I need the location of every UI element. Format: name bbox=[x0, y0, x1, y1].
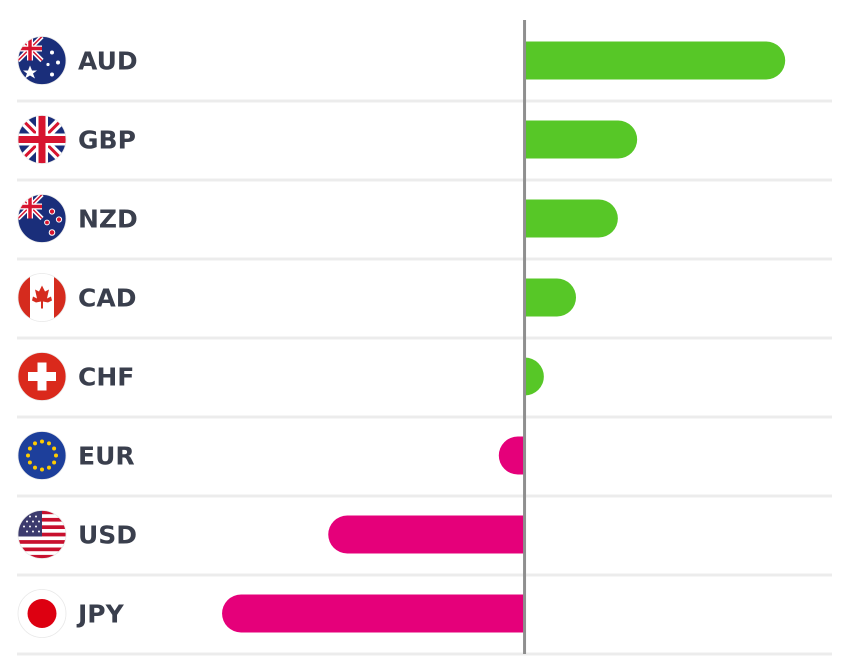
currency-label: AUD bbox=[78, 47, 138, 76]
row-separator bbox=[17, 652, 832, 656]
currency-label: EUR bbox=[78, 442, 135, 471]
bar-cad bbox=[524, 278, 577, 317]
bar-chf bbox=[524, 357, 544, 396]
bar-gbp bbox=[524, 120, 638, 159]
united-states-flag-icon bbox=[17, 510, 67, 559]
currency-label: GBP bbox=[78, 126, 136, 155]
row-separator bbox=[17, 573, 832, 577]
currency-rows: AUD GBP NZD CAD CHF EUR USD JPY bbox=[17, 36, 786, 638]
bar-usd bbox=[328, 515, 525, 554]
japan-flag-icon bbox=[17, 589, 67, 638]
row-separator bbox=[17, 415, 832, 419]
currency-label: CAD bbox=[78, 284, 136, 313]
row-separator bbox=[17, 257, 832, 261]
currency-label: CHF bbox=[78, 363, 134, 392]
australia-flag-icon bbox=[17, 36, 67, 85]
row-separator bbox=[17, 178, 832, 182]
currency-label: USD bbox=[78, 521, 137, 550]
row-separator bbox=[17, 494, 832, 498]
currency-label: NZD bbox=[78, 205, 138, 234]
switzerland-flag-icon bbox=[17, 352, 67, 401]
row-separators bbox=[17, 99, 832, 656]
new-zealand-flag-icon bbox=[17, 194, 67, 243]
row-separator bbox=[17, 99, 832, 103]
canada-flag-icon bbox=[17, 273, 67, 322]
bar-eur bbox=[498, 436, 525, 475]
united-kingdom-flag-icon bbox=[17, 115, 67, 164]
currency-label: JPY bbox=[76, 600, 125, 629]
bar-jpy bbox=[222, 594, 525, 633]
bar-aud bbox=[524, 41, 786, 80]
row-separator bbox=[17, 336, 832, 340]
bar-nzd bbox=[524, 199, 618, 238]
european-union-flag-icon bbox=[17, 431, 67, 480]
